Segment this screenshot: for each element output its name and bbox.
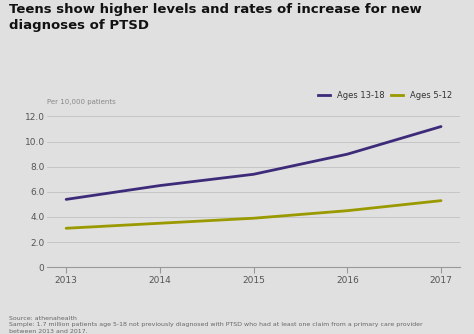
Legend: Ages 13-18, Ages 5-12: Ages 13-18, Ages 5-12 bbox=[314, 87, 456, 103]
Text: Source: athenahealth
Sample: 1.7 million patients age 5-18 not previously diagno: Source: athenahealth Sample: 1.7 million… bbox=[9, 316, 423, 334]
Text: Per 10,000 patients: Per 10,000 patients bbox=[47, 99, 116, 105]
Text: Teens show higher levels and rates of increase for new
diagnoses of PTSD: Teens show higher levels and rates of in… bbox=[9, 3, 422, 32]
